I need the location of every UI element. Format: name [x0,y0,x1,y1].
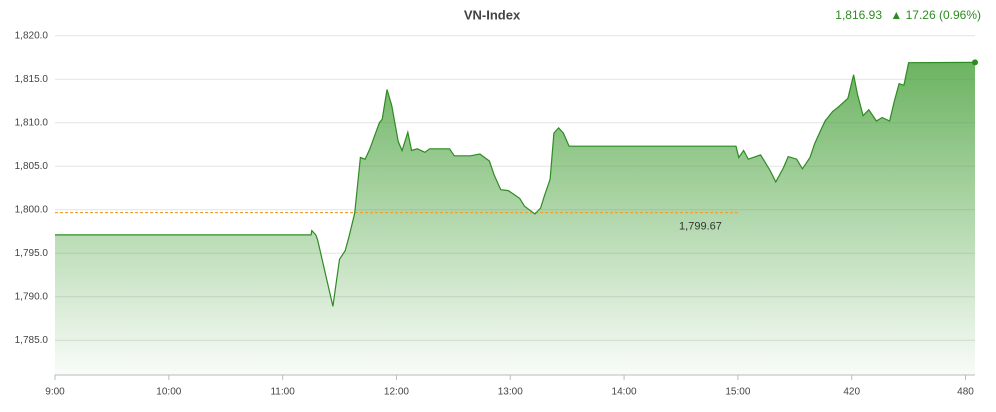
x-tick-label: 15:00 [725,387,750,398]
x-tick-label: 10:00 [156,387,181,398]
line [55,61,976,307]
change: ▲ 17.26 (0.96%) [890,8,981,22]
x-tick-label: 9:00 [45,387,65,398]
y-tick-label: 1,800.0 [15,204,49,215]
y-tick-label: 1,795.0 [15,248,49,259]
x-tick-label: 12:00 [384,387,409,398]
x-tick-label: 480 [957,387,974,398]
x-tick-label: 13:00 [498,387,523,398]
y-tick-label: 1,815.0 [15,74,49,85]
reference-label: 1,799.67 [679,220,722,232]
chart-title: VN-Index [464,7,521,22]
y-tick-label: 1,785.0 [15,335,49,346]
y-tick-label: 1,790.0 [15,291,49,302]
last-point [972,59,978,66]
last-value: 1,816.93 [835,8,882,22]
x-tick-label: 420 [843,387,860,398]
x-tick-label: 11:00 [270,387,295,398]
area [55,62,975,376]
y-tick-label: 1,820.0 [15,30,49,41]
y-tick-label: 1,810.0 [15,117,49,128]
x-tick-label: 14:00 [612,387,637,398]
y-tick-label: 1,805.0 [15,161,49,172]
